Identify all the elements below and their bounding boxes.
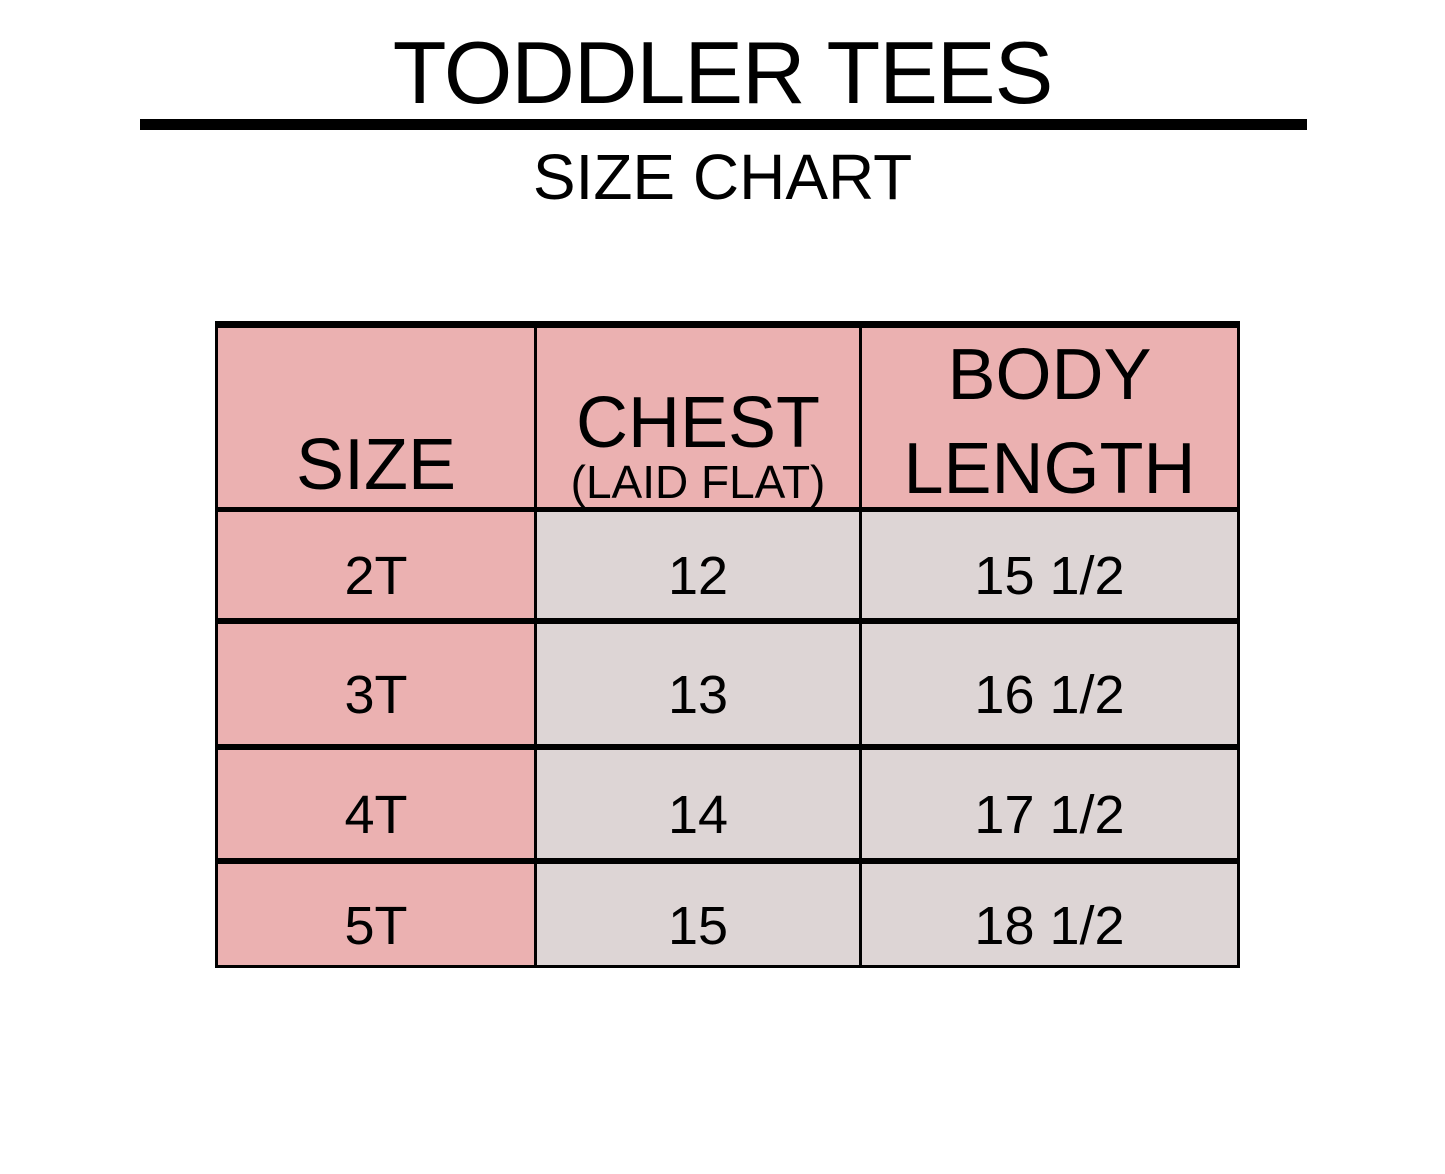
header-body-length: BODY LENGTH: [859, 321, 1240, 510]
header-chest-sublabel: (LAID FLAT): [570, 456, 826, 508]
table-cell-chest: 14: [534, 744, 862, 861]
table-cell-size: 3T: [215, 618, 537, 747]
table-cell-length: 17 1/2: [859, 744, 1240, 861]
table-cell-chest: 12: [534, 507, 862, 621]
cell-value: 17 1/2: [974, 785, 1125, 845]
header-size: SIZE: [215, 321, 537, 510]
title-divider: [140, 119, 1307, 130]
table-cell-length: 15 1/2: [859, 507, 1240, 621]
cell-value: 16 1/2: [974, 665, 1125, 725]
table-cell-size: 4T: [215, 744, 537, 861]
header-size-label: SIZE: [295, 425, 457, 505]
table-cell-chest: 13: [534, 618, 862, 747]
cell-value: 18 1/2: [974, 895, 1125, 956]
header-chest: CHEST (LAID FLAT): [534, 321, 862, 510]
cell-value: 2T: [344, 546, 408, 606]
table-cell-chest: 15: [534, 858, 862, 968]
cell-value: 14: [667, 785, 729, 845]
header-length-label: BODY LENGTH: [903, 334, 1196, 509]
table-cell-size: 2T: [215, 507, 537, 621]
table-cell-length: 16 1/2: [859, 618, 1240, 747]
header-chest-label: CHEST: [575, 383, 821, 463]
table-cell-length: 18 1/2: [859, 858, 1240, 968]
cell-value: 12: [667, 546, 729, 606]
cell-value: 13: [667, 665, 729, 725]
page-subtitle: SIZE CHART: [532, 141, 913, 213]
page-title: TODDLER TEES: [392, 23, 1054, 122]
cell-value: 3T: [344, 665, 408, 725]
cell-value: 5T: [344, 895, 408, 956]
cell-value: 15 1/2: [974, 546, 1125, 606]
cell-value: 4T: [344, 785, 408, 845]
table-cell-size: 5T: [215, 858, 537, 968]
cell-value: 15: [667, 895, 729, 956]
